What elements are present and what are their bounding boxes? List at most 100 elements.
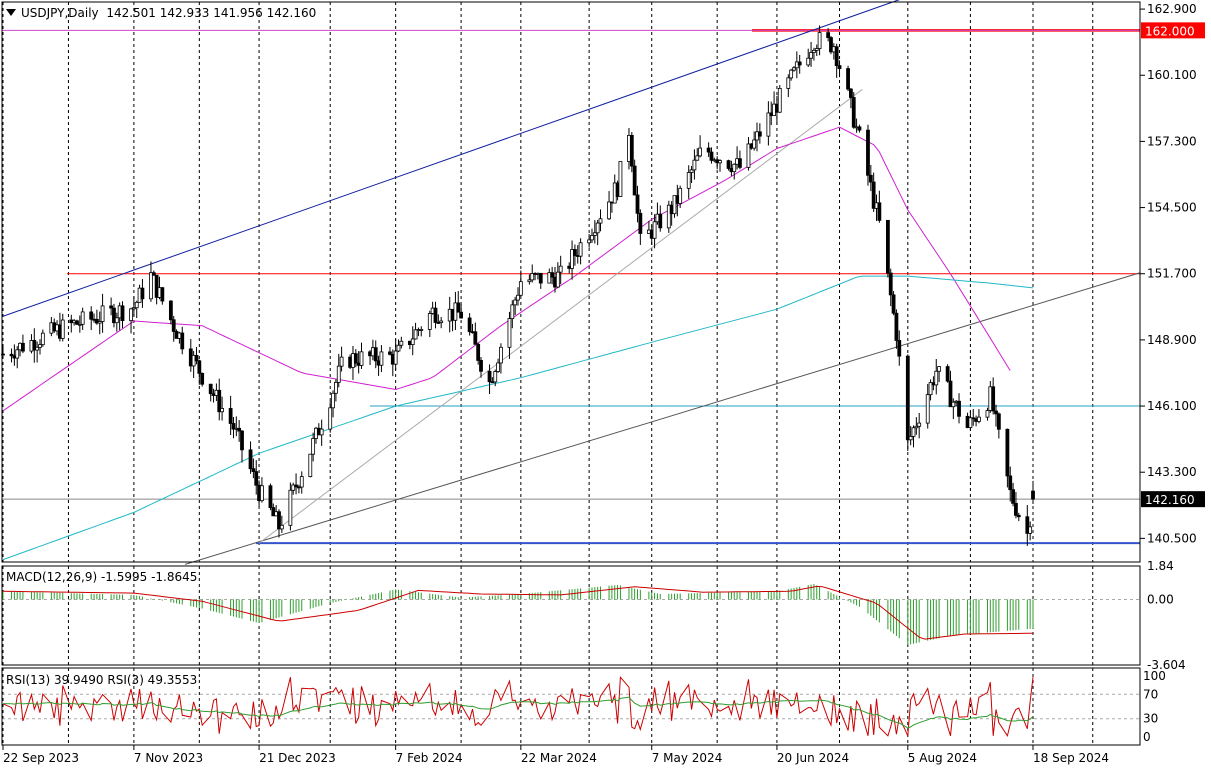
candle: [151, 270, 156, 276]
candle-body: [877, 202, 882, 221]
macd-axis-label: -3.604: [1147, 658, 1186, 672]
candle: [260, 477, 264, 503]
candle-body: [738, 158, 742, 168]
candle: [75, 319, 79, 325]
candle-body: [996, 413, 1001, 430]
candle-body: [339, 356, 344, 367]
candle: [578, 238, 583, 265]
candle: [120, 301, 125, 329]
moving-average-ma_slow: [2, 275, 1034, 561]
candle-body: [555, 271, 560, 288]
candle-body: [476, 343, 481, 361]
candle-body: [911, 427, 916, 437]
candle: [789, 68, 794, 81]
candle-body: [89, 311, 94, 320]
candle: [456, 291, 461, 313]
candle-body: [792, 67, 796, 71]
candle: [334, 379, 338, 402]
candle-body: [100, 305, 105, 322]
candle-body: [706, 147, 711, 153]
candle-body: [925, 394, 930, 424]
candle: [379, 345, 384, 373]
candle: [336, 353, 341, 388]
candle: [590, 228, 594, 243]
candle: [288, 482, 293, 531]
candle: [180, 326, 185, 355]
candle: [487, 364, 492, 394]
candle: [427, 310, 432, 338]
candle-body: [197, 360, 202, 374]
candle-body: [632, 165, 637, 196]
candle: [154, 274, 159, 305]
candle: [38, 339, 42, 355]
candle-body: [587, 239, 592, 244]
candle-body: [666, 204, 671, 229]
price-plot[interactable]: [1, 0, 1141, 565]
candle: [513, 296, 518, 316]
candle-body: [908, 436, 913, 441]
price-tick-label: 160.100: [1147, 68, 1197, 82]
candle: [706, 142, 711, 157]
candle-body: [496, 362, 500, 372]
candle-body: [977, 416, 981, 422]
candle: [527, 274, 532, 285]
candle: [746, 137, 751, 171]
candle-body: [672, 195, 677, 215]
candle-body: [538, 272, 543, 284]
candle-body: [968, 417, 973, 428]
candle-body: [598, 218, 603, 224]
candle: [678, 185, 683, 208]
candle: [1016, 512, 1021, 522]
candle-body: [77, 323, 82, 326]
candle-body: [456, 302, 461, 313]
candle-body: [217, 389, 222, 413]
candle-body: [399, 340, 404, 346]
rsi-panel[interactable]: [2, 675, 1140, 738]
candle: [518, 270, 523, 297]
candle-body: [558, 265, 563, 273]
date-tick-label: 21 Dec 2023: [259, 751, 336, 765]
candle-body: [439, 320, 444, 323]
candle: [319, 419, 324, 446]
candle: [476, 342, 481, 365]
candle: [766, 101, 771, 146]
chart-title: USDJPY,Daily 142.501 142.933 141.956 142…: [6, 6, 316, 20]
candle: [550, 266, 555, 285]
candle: [60, 313, 65, 342]
candle-body: [692, 159, 697, 171]
macd-panel[interactable]: [2, 584, 1140, 645]
candle: [592, 220, 597, 244]
candle-body: [629, 135, 634, 167]
candle: [399, 336, 404, 349]
candle: [977, 409, 981, 424]
candle: [439, 317, 444, 329]
candle: [877, 190, 882, 223]
candle-body: [97, 321, 102, 324]
candle-body: [129, 308, 133, 321]
candle-body: [499, 346, 503, 364]
candle-body: [914, 425, 919, 429]
candle-body: [518, 281, 523, 296]
candle: [15, 346, 20, 369]
price-tick-label: 146.100: [1147, 399, 1197, 413]
date-tick-label: 22 Sep 2023: [3, 751, 79, 765]
candle-body: [149, 272, 153, 300]
candle-body: [240, 430, 244, 451]
candle-body: [573, 249, 577, 256]
candle: [985, 407, 990, 421]
candle: [834, 43, 839, 78]
candle-body: [21, 342, 25, 352]
candle: [629, 132, 634, 173]
candle: [1014, 492, 1018, 519]
candle-body: [638, 212, 643, 234]
triangle-down-icon[interactable]: [6, 9, 16, 16]
candle: [849, 88, 853, 109]
candle: [473, 322, 478, 345]
candle: [666, 200, 671, 233]
candle: [894, 309, 899, 349]
date-tick-label: 18 Sep 2024: [1033, 751, 1109, 765]
candle-body: [60, 319, 65, 339]
candle: [971, 409, 976, 426]
